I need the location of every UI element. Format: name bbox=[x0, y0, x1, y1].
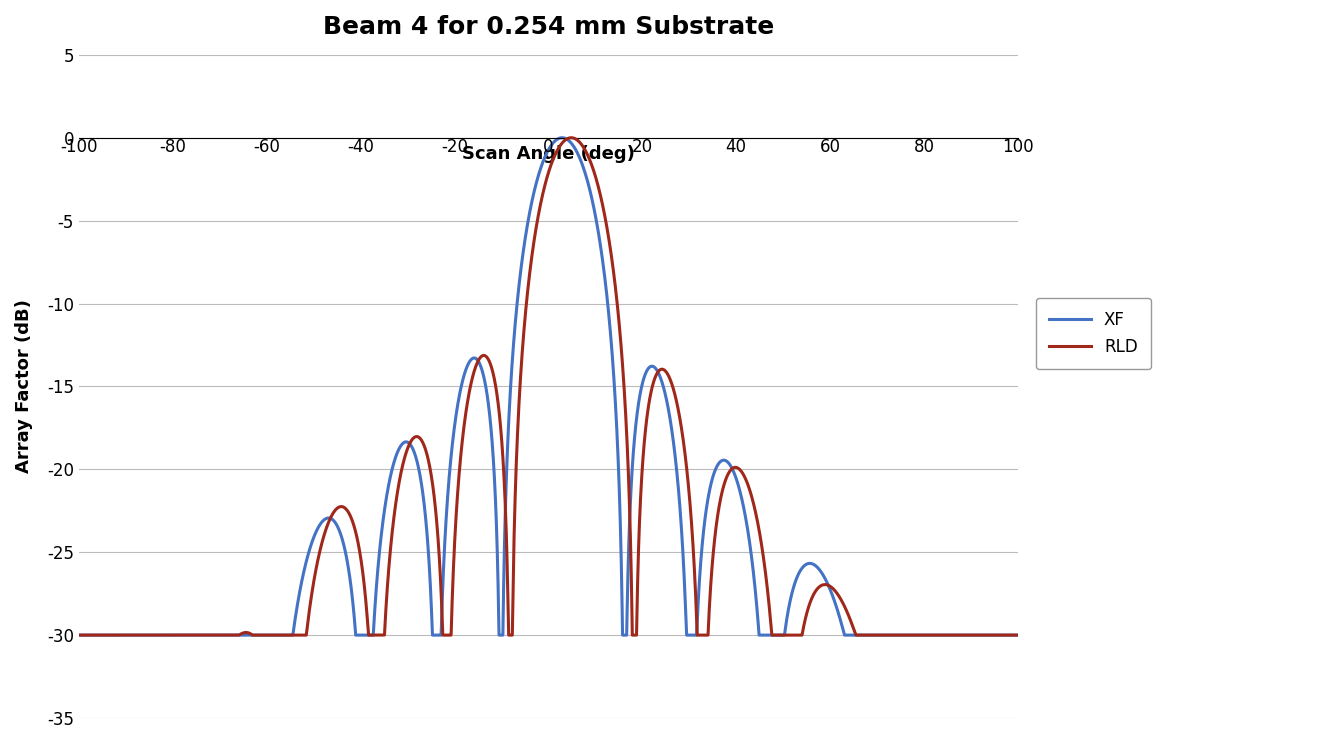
XF bbox=[554, 133, 570, 142]
Text: 0: 0 bbox=[544, 138, 553, 155]
Text: 80: 80 bbox=[914, 138, 935, 155]
Y-axis label: Array Factor (dB): Array Factor (dB) bbox=[15, 300, 33, 473]
RLD bbox=[564, 133, 579, 142]
Line: RLD: RLD bbox=[78, 138, 1018, 635]
XF bbox=[1010, 631, 1026, 640]
RLD bbox=[118, 631, 134, 640]
Text: 100: 100 bbox=[1002, 138, 1034, 155]
Legend: XF, RLD: XF, RLD bbox=[1036, 298, 1151, 369]
XF bbox=[411, 464, 427, 473]
RLD bbox=[667, 393, 683, 402]
Text: -60: -60 bbox=[253, 138, 280, 155]
X-axis label: Scan Angle (deg): Scan Angle (deg) bbox=[461, 144, 635, 163]
Text: -100: -100 bbox=[60, 138, 98, 155]
Text: 60: 60 bbox=[819, 138, 841, 155]
Title: Beam 4 for 0.254 mm Substrate: Beam 4 for 0.254 mm Substrate bbox=[322, 15, 774, 39]
Text: 20: 20 bbox=[631, 138, 652, 155]
XF bbox=[627, 434, 643, 443]
RLD bbox=[627, 631, 643, 640]
Line: XF: XF bbox=[78, 138, 1018, 635]
Text: -20: -20 bbox=[440, 138, 468, 155]
RLD bbox=[817, 580, 833, 589]
RLD bbox=[768, 631, 784, 640]
XF bbox=[768, 631, 784, 640]
Text: -80: -80 bbox=[159, 138, 186, 155]
RLD bbox=[70, 631, 86, 640]
XF bbox=[817, 574, 833, 583]
RLD bbox=[411, 433, 427, 442]
RLD bbox=[1010, 631, 1026, 640]
XF bbox=[118, 631, 134, 640]
XF bbox=[667, 455, 683, 464]
XF bbox=[70, 631, 86, 640]
Text: -40: -40 bbox=[347, 138, 374, 155]
Text: 40: 40 bbox=[725, 138, 747, 155]
